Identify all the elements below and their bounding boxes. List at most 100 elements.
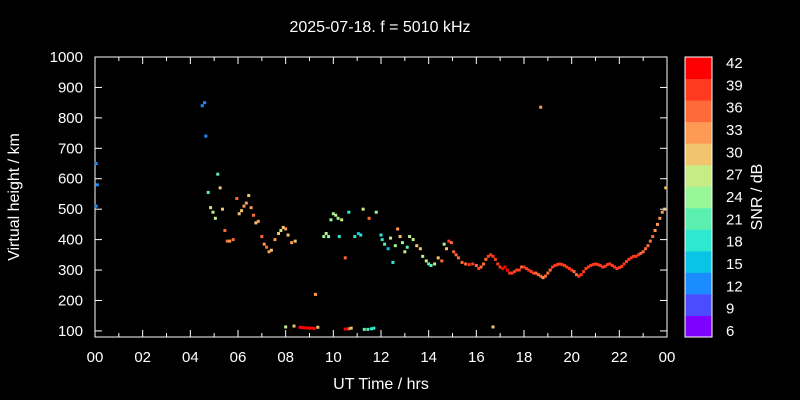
colorbar-segment <box>685 57 712 80</box>
data-point <box>94 204 98 208</box>
data-point <box>436 256 440 260</box>
data-point <box>539 105 543 109</box>
data-point <box>445 247 449 251</box>
data-point <box>636 253 640 257</box>
data-point <box>308 326 311 330</box>
data-point <box>477 267 481 271</box>
data-point <box>467 263 471 267</box>
data-point <box>327 235 331 239</box>
data-point <box>427 262 431 266</box>
data-point <box>512 270 516 274</box>
data-point <box>305 326 309 330</box>
data-point <box>408 235 412 239</box>
data-point <box>598 263 602 267</box>
colorbar-frame <box>684 56 713 338</box>
chart-title: 2025-07-18. f = 5010 kHz <box>289 19 470 36</box>
data-point <box>442 242 446 246</box>
colorbar-segment <box>685 293 712 316</box>
data-point <box>400 241 404 245</box>
data-point <box>615 267 619 271</box>
data-point <box>244 201 248 205</box>
data-point <box>277 232 281 236</box>
data-point <box>349 326 353 330</box>
data-point <box>570 268 574 272</box>
data-point <box>553 263 557 267</box>
data-point <box>281 225 285 229</box>
data-point <box>577 274 581 278</box>
data-point <box>242 204 246 208</box>
x-tick-label: 00 <box>659 349 676 366</box>
data-point <box>608 262 612 266</box>
colorbar-tick-label: 24 <box>726 189 743 206</box>
data-point <box>411 238 415 242</box>
data-point <box>405 245 409 249</box>
data-point <box>558 262 562 266</box>
data-point <box>534 271 538 275</box>
data-point <box>265 245 269 249</box>
data-point <box>225 239 229 243</box>
data-point <box>655 222 659 226</box>
data-point <box>398 235 402 239</box>
x-tick-label: 06 <box>230 349 247 366</box>
data-point <box>496 262 500 266</box>
data-point <box>393 244 397 248</box>
data-point <box>651 235 655 239</box>
data-point <box>648 239 652 243</box>
data-point <box>584 267 588 271</box>
data-point <box>447 239 451 243</box>
data-point <box>560 263 564 267</box>
data-point <box>337 235 341 239</box>
data-point <box>517 268 521 272</box>
data-point <box>546 271 550 275</box>
data-point <box>624 260 628 264</box>
data-point <box>209 206 213 210</box>
data-point <box>429 263 433 267</box>
data-point <box>343 327 347 331</box>
data-point <box>256 219 260 223</box>
data-point <box>596 263 600 267</box>
data-point <box>313 292 317 296</box>
data-point <box>298 325 302 329</box>
x-tick-label: 02 <box>134 349 151 366</box>
data-point <box>634 254 638 258</box>
data-point <box>389 236 393 240</box>
data-point <box>646 244 650 248</box>
data-point <box>627 257 631 261</box>
colorbar-segment <box>685 100 712 123</box>
data-point <box>532 271 536 275</box>
x-tick-label: 04 <box>182 349 199 366</box>
data-point <box>221 207 225 211</box>
data-point <box>223 228 227 232</box>
y-tick-label: 700 <box>58 140 83 157</box>
data-point <box>312 326 316 330</box>
data-point <box>284 227 288 231</box>
plot-frame <box>94 56 668 338</box>
data-point <box>452 250 456 254</box>
data-point <box>632 254 636 258</box>
colorbar-tick-label: 27 <box>726 167 743 184</box>
data-point <box>324 232 328 236</box>
colorbar-tick-label: 42 <box>726 55 743 72</box>
y-tick-label: 400 <box>58 232 83 249</box>
data-point <box>460 260 464 264</box>
data-point <box>353 235 357 239</box>
data-point <box>237 212 241 216</box>
data-point <box>486 254 490 258</box>
data-point <box>262 242 266 246</box>
data-point <box>653 228 657 232</box>
data-point <box>347 327 351 331</box>
data-point <box>610 263 614 267</box>
data-point <box>524 267 528 271</box>
data-point <box>372 326 376 330</box>
data-point <box>273 238 277 242</box>
data-point <box>491 325 495 329</box>
data-point <box>622 262 626 266</box>
data-point <box>586 265 590 269</box>
y-tick-label: 300 <box>58 262 83 279</box>
colorbar-segment <box>685 78 712 101</box>
data-point <box>491 254 495 258</box>
colorbar-tick-label: 18 <box>726 234 743 251</box>
data-point <box>300 326 304 330</box>
x-tick-label: 08 <box>277 349 294 366</box>
